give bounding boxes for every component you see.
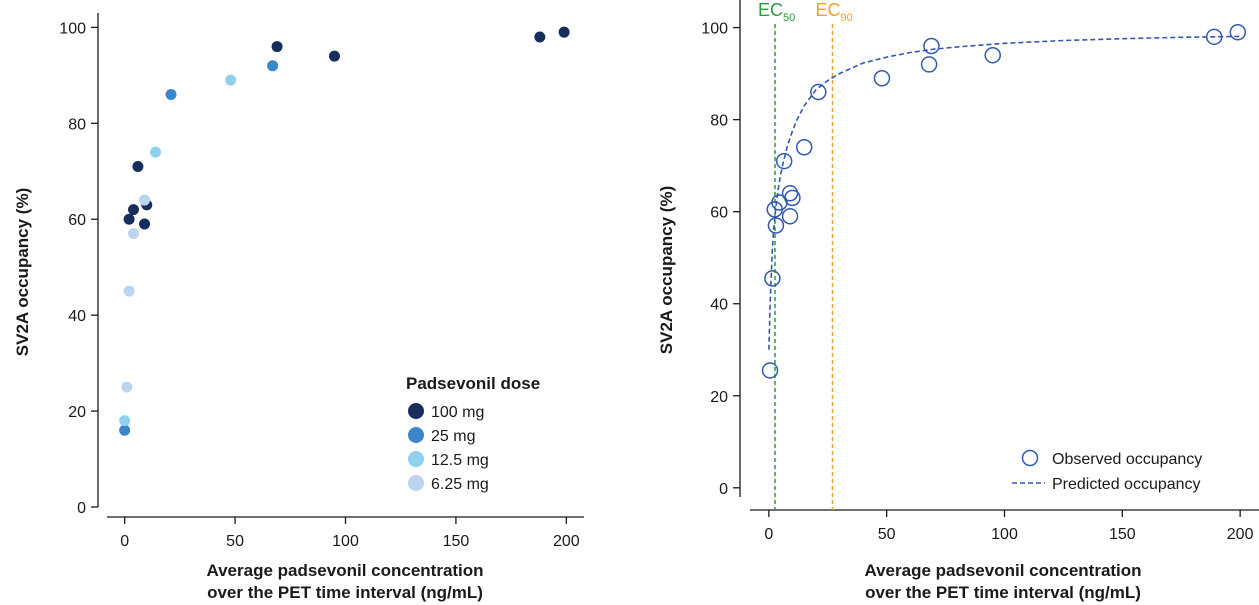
observed-point [764, 270, 781, 287]
data-point [139, 218, 151, 230]
right-observed-points [761, 23, 1247, 379]
data-point [225, 74, 237, 86]
legend-predicted-label: Predicted occupancy [1052, 476, 1201, 493]
observed-point [1205, 28, 1223, 46]
legend-observed-marker [1021, 449, 1039, 467]
left-y-ticks: 0 20 40 60 80 100 [59, 20, 98, 517]
right-y-ticks: 0 20 40 60 80 100 [701, 21, 740, 498]
left-legend-items: 100 mg 25 mg 12.5 mg 6.25 mg [408, 403, 489, 493]
legend-label: 100 mg [431, 404, 484, 421]
reference-line-label: EC50 [758, 0, 795, 24]
left-chart: 0 20 40 60 80 100 0 50 100 150 200 SV2A occupancy… [13, 13, 584, 602]
left-x-ticks: 0 50 100 150 200 [120, 517, 580, 550]
x-tick-label: 50 [878, 526, 896, 543]
observed-point [795, 139, 813, 156]
observed-point [761, 362, 779, 379]
data-point [128, 204, 139, 216]
right-y-axis-title: SV2A occupancy (%) [657, 186, 676, 354]
y-tick-label: 20 [710, 389, 728, 406]
data-point [271, 41, 283, 53]
right-x-axis-title-line1: Average padsevonil concentration [864, 561, 1141, 580]
legend-label: 12.5 mg [431, 452, 489, 469]
observed-point [767, 217, 785, 234]
x-tick-label: 150 [443, 533, 470, 550]
observed-point [1229, 23, 1247, 41]
left-x-axis-title-line2: over the PET time interval (ng/mL) [207, 583, 483, 602]
data-point [267, 60, 279, 72]
y-tick-label: 0 [719, 481, 728, 498]
legend-marker [408, 475, 424, 491]
data-point [165, 89, 177, 101]
legend-label: 6.25 mg [431, 476, 489, 493]
predicted-occupancy-curve [768, 35, 1241, 350]
y-tick-label: 100 [59, 20, 86, 37]
x-tick-label: 200 [1227, 526, 1254, 543]
x-tick-label: 50 [226, 533, 244, 550]
y-tick-label: 40 [68, 308, 86, 325]
y-tick-label: 60 [710, 205, 728, 222]
y-tick-label: 40 [710, 297, 728, 314]
data-point [123, 285, 135, 297]
y-tick-label: 80 [68, 116, 86, 133]
data-point [121, 381, 133, 393]
x-tick-label: 0 [764, 526, 773, 543]
y-tick-label: 60 [68, 212, 86, 229]
legend-marker [408, 451, 424, 467]
data-point [558, 26, 570, 38]
y-tick-label: 0 [77, 500, 86, 517]
right-x-ticks: 0 50 100 150 200 [764, 510, 1254, 543]
observed-point [781, 208, 799, 225]
y-tick-label: 100 [701, 21, 728, 38]
data-point [119, 415, 131, 427]
observed-point [923, 37, 940, 55]
x-tick-label: 100 [991, 526, 1018, 543]
right-legend: Observed occupancy Predicted occupancy [1012, 449, 1202, 493]
data-point [328, 50, 340, 62]
observed-point [920, 56, 938, 73]
legend-observed-label: Observed occupancy [1052, 451, 1202, 468]
observed-point [775, 152, 793, 170]
data-point [119, 424, 131, 436]
data-point [534, 31, 546, 43]
right-x-axis-title-line2: over the PET time interval (ng/mL) [865, 583, 1141, 602]
data-point [150, 146, 162, 158]
x-tick-label: 100 [332, 533, 359, 550]
observed-point [873, 69, 891, 87]
y-tick-label: 20 [68, 404, 86, 421]
x-tick-label: 0 [120, 533, 129, 550]
data-point [132, 160, 144, 172]
legend-label: 25 mg [431, 428, 475, 445]
left-y-axis-title: SV2A occupancy (%) [13, 188, 32, 356]
left-legend: Padsevonil dose 100 mg 25 mg 12.5 mg 6.25 m… [406, 374, 540, 493]
left-x-axis-title-line1: Average padsevonil concentration [206, 561, 483, 580]
y-tick-label: 80 [710, 113, 728, 130]
observed-point [784, 189, 801, 207]
right-chart: 0 20 40 60 80 100 0 50 100 150 200 SV2A occupancy… [657, 0, 1259, 602]
observed-point [810, 83, 827, 101]
legend-title: Padsevonil dose [406, 374, 540, 393]
x-tick-label: 150 [1109, 526, 1136, 543]
data-point [128, 228, 139, 240]
reference-line-label: EC90 [815, 0, 852, 24]
data-point [139, 194, 151, 206]
observed-point [984, 46, 1001, 64]
legend-marker [408, 403, 424, 419]
left-data-points [119, 26, 570, 436]
legend-marker [408, 427, 424, 443]
right-reference-lines: EC50 EC90 [758, 0, 853, 510]
data-point [123, 213, 135, 225]
x-tick-label: 200 [553, 533, 580, 550]
